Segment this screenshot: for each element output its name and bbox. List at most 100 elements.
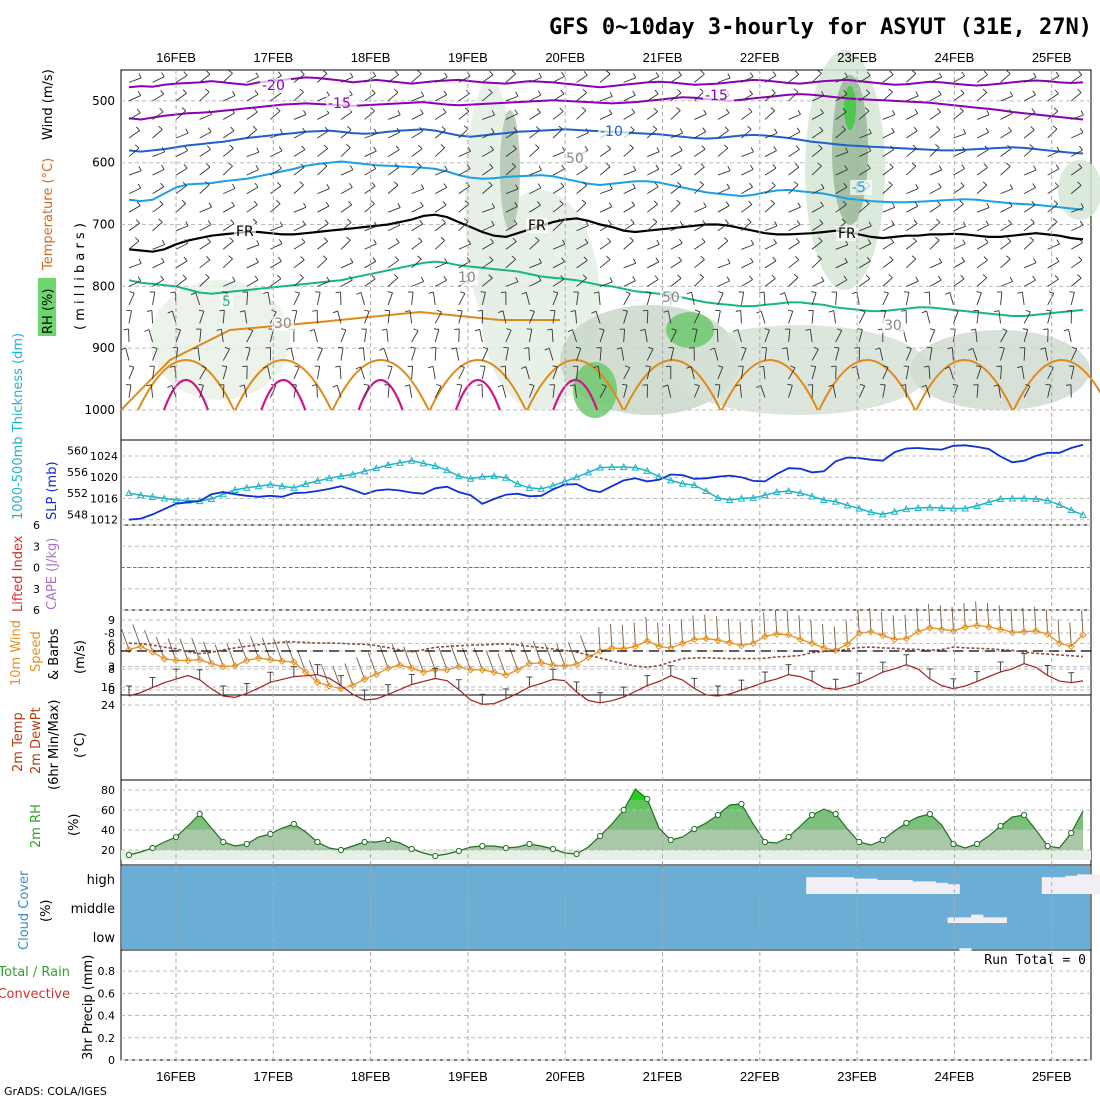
wind10-barb (450, 644, 460, 667)
wind-barb-flag (159, 200, 164, 205)
wind-barb-flag (498, 310, 504, 313)
wind-barb (882, 224, 895, 232)
wind-barb (529, 311, 535, 324)
wind-barb (411, 281, 424, 287)
rh-shade (844, 86, 856, 130)
wind-barb (858, 260, 871, 269)
wind-barb-flag (582, 274, 587, 279)
wind-barb (171, 385, 177, 398)
wind-barb-flag (994, 310, 1000, 313)
wind-barb-flag (513, 219, 518, 225)
wind10-barb (998, 605, 1002, 630)
wind-barb-flag (1009, 276, 1014, 282)
wind10-marker (926, 624, 934, 632)
wind-barb-flag (968, 347, 973, 351)
wind-barb-flag (883, 291, 889, 294)
rh-marker (573, 850, 580, 858)
wind10-marker (372, 670, 381, 679)
wind-barb (811, 384, 814, 398)
wind-barb (505, 95, 519, 102)
wind-barb (387, 242, 400, 250)
wind-barb (387, 167, 399, 176)
thickness-marker (278, 482, 286, 490)
wind-barb-flag (184, 146, 189, 151)
rh-tick: 40 (101, 824, 115, 837)
wind-barb-flag (460, 291, 466, 294)
wind-barb-flag (652, 218, 658, 223)
thickness-marker (290, 483, 298, 491)
wind-barb (340, 204, 353, 213)
wind-barb-flag (583, 71, 588, 76)
wind-barb (906, 73, 917, 83)
wind-barb-flag (536, 108, 541, 113)
wind-barb-flag (1032, 183, 1036, 188)
contour-label: -10 (600, 124, 623, 140)
thickness-marker (714, 493, 722, 501)
wind-barb (317, 148, 328, 157)
wind-barb-flag (417, 70, 422, 75)
thickness-marker (301, 480, 310, 488)
wind-barb-flag (686, 366, 692, 369)
wind-barb (313, 329, 318, 343)
wind-barb (246, 291, 249, 305)
wind10-barb (963, 603, 966, 628)
wind10-barb (532, 640, 542, 663)
wind10-marker (890, 635, 899, 644)
wind-barb-flag (205, 273, 210, 278)
rh-marker (714, 811, 721, 819)
wind-barb (835, 204, 847, 213)
wind10-marker (525, 659, 534, 668)
wind-barb-flag (914, 109, 919, 114)
wind-barb-flag (169, 365, 175, 368)
wind10-barb (1045, 610, 1049, 635)
rh-marker (385, 836, 392, 844)
wind-barb (364, 203, 375, 213)
cloud-cell (924, 881, 937, 894)
wind-barb (835, 111, 847, 120)
wind-barb (552, 186, 565, 195)
wind-barb-flag (372, 71, 377, 77)
wind-barb-flag (630, 126, 635, 131)
wind-barb-flag (358, 347, 364, 350)
wind-barb (387, 384, 390, 398)
wind-barb (246, 76, 259, 83)
wind-barb-flag (443, 183, 448, 188)
wind-barb-flag (984, 238, 989, 243)
wind10-marker (172, 656, 180, 665)
wind10-marker (1055, 639, 1064, 648)
wind-barb (223, 95, 236, 102)
wind-barb (482, 224, 495, 232)
wind-barb (741, 168, 754, 176)
wind-barb-flag (537, 90, 542, 96)
ylabel-2mdew: 2m DewPt (29, 707, 44, 774)
wind-barb (1023, 262, 1037, 269)
wind-barb-flag (355, 366, 361, 370)
wind-barb-flag (699, 181, 704, 185)
wind-barb (1000, 188, 1013, 195)
wind-barb-flag (278, 164, 282, 169)
wind-barb (882, 91, 893, 102)
wind10-marker (879, 631, 887, 640)
wind10-barb (544, 643, 554, 666)
wind-barb-flag (845, 240, 849, 246)
wind10-barb (297, 650, 307, 673)
contour-label-bg (598, 124, 629, 139)
warm-contour (915, 359, 1014, 411)
wind-barb-flag (161, 240, 166, 245)
wind-barb-flag (158, 125, 163, 130)
wind-barb (788, 74, 800, 83)
wind-barb-flag (185, 221, 189, 227)
wind-barb (505, 347, 509, 361)
wind-barb (340, 222, 352, 232)
rh-swatch (38, 278, 56, 336)
pressure-tick: 800 (92, 279, 115, 293)
wind-barb-flag (748, 107, 753, 113)
thickness-marker (725, 495, 734, 504)
wind-barb (1023, 129, 1035, 139)
wind-barb-flag (911, 162, 917, 167)
wind-barb (199, 241, 211, 250)
wind-barb-flag (694, 309, 700, 313)
cloud-cell (912, 881, 925, 894)
wind-barb-flag (370, 200, 375, 205)
